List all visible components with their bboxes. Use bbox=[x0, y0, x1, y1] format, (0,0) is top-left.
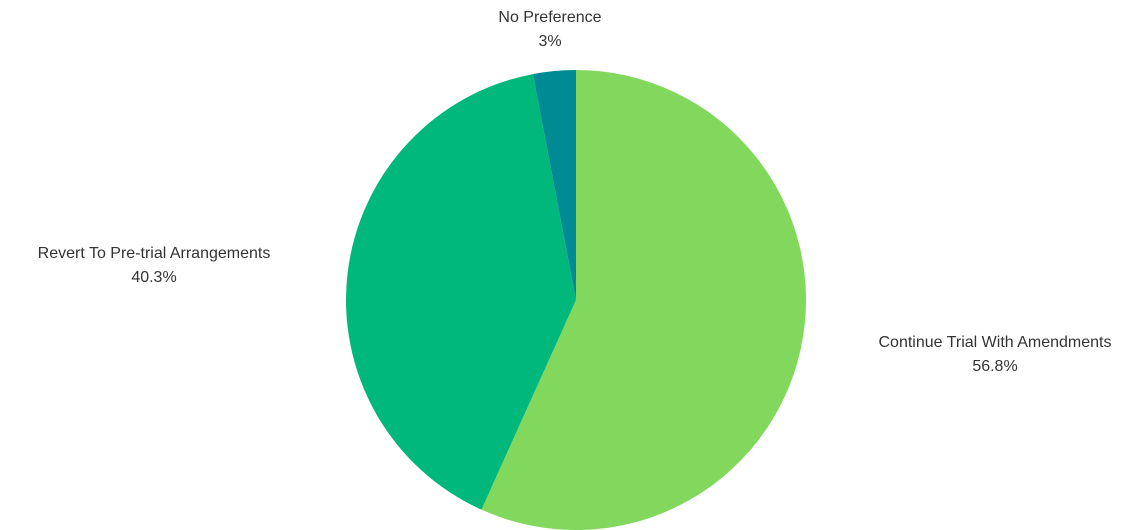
label-no-preference-name: No Preference bbox=[498, 9, 602, 26]
pie-slice-revert-to-pre-trial-arrangements bbox=[346, 74, 576, 510]
label-revert-pre-trial: Revert To Pre-trial Arrangements 40.3% bbox=[4, 242, 304, 290]
label-continue-trial-value: 56.8% bbox=[972, 358, 1018, 375]
label-continue-trial-name: Continue Trial With Amendments bbox=[878, 334, 1112, 351]
pie-slice-continue-trial-with-amendments bbox=[481, 70, 807, 530]
label-continue-trial: Continue Trial With Amendments 56.8% bbox=[850, 331, 1140, 379]
label-no-preference-value: 3% bbox=[538, 33, 562, 50]
label-revert-pre-trial-value: 40.3% bbox=[131, 269, 177, 286]
pie-slice-no-preference bbox=[532, 70, 576, 300]
label-revert-pre-trial-name: Revert To Pre-trial Arrangements bbox=[37, 245, 271, 262]
label-no-preference: No Preference 3% bbox=[450, 6, 650, 54]
